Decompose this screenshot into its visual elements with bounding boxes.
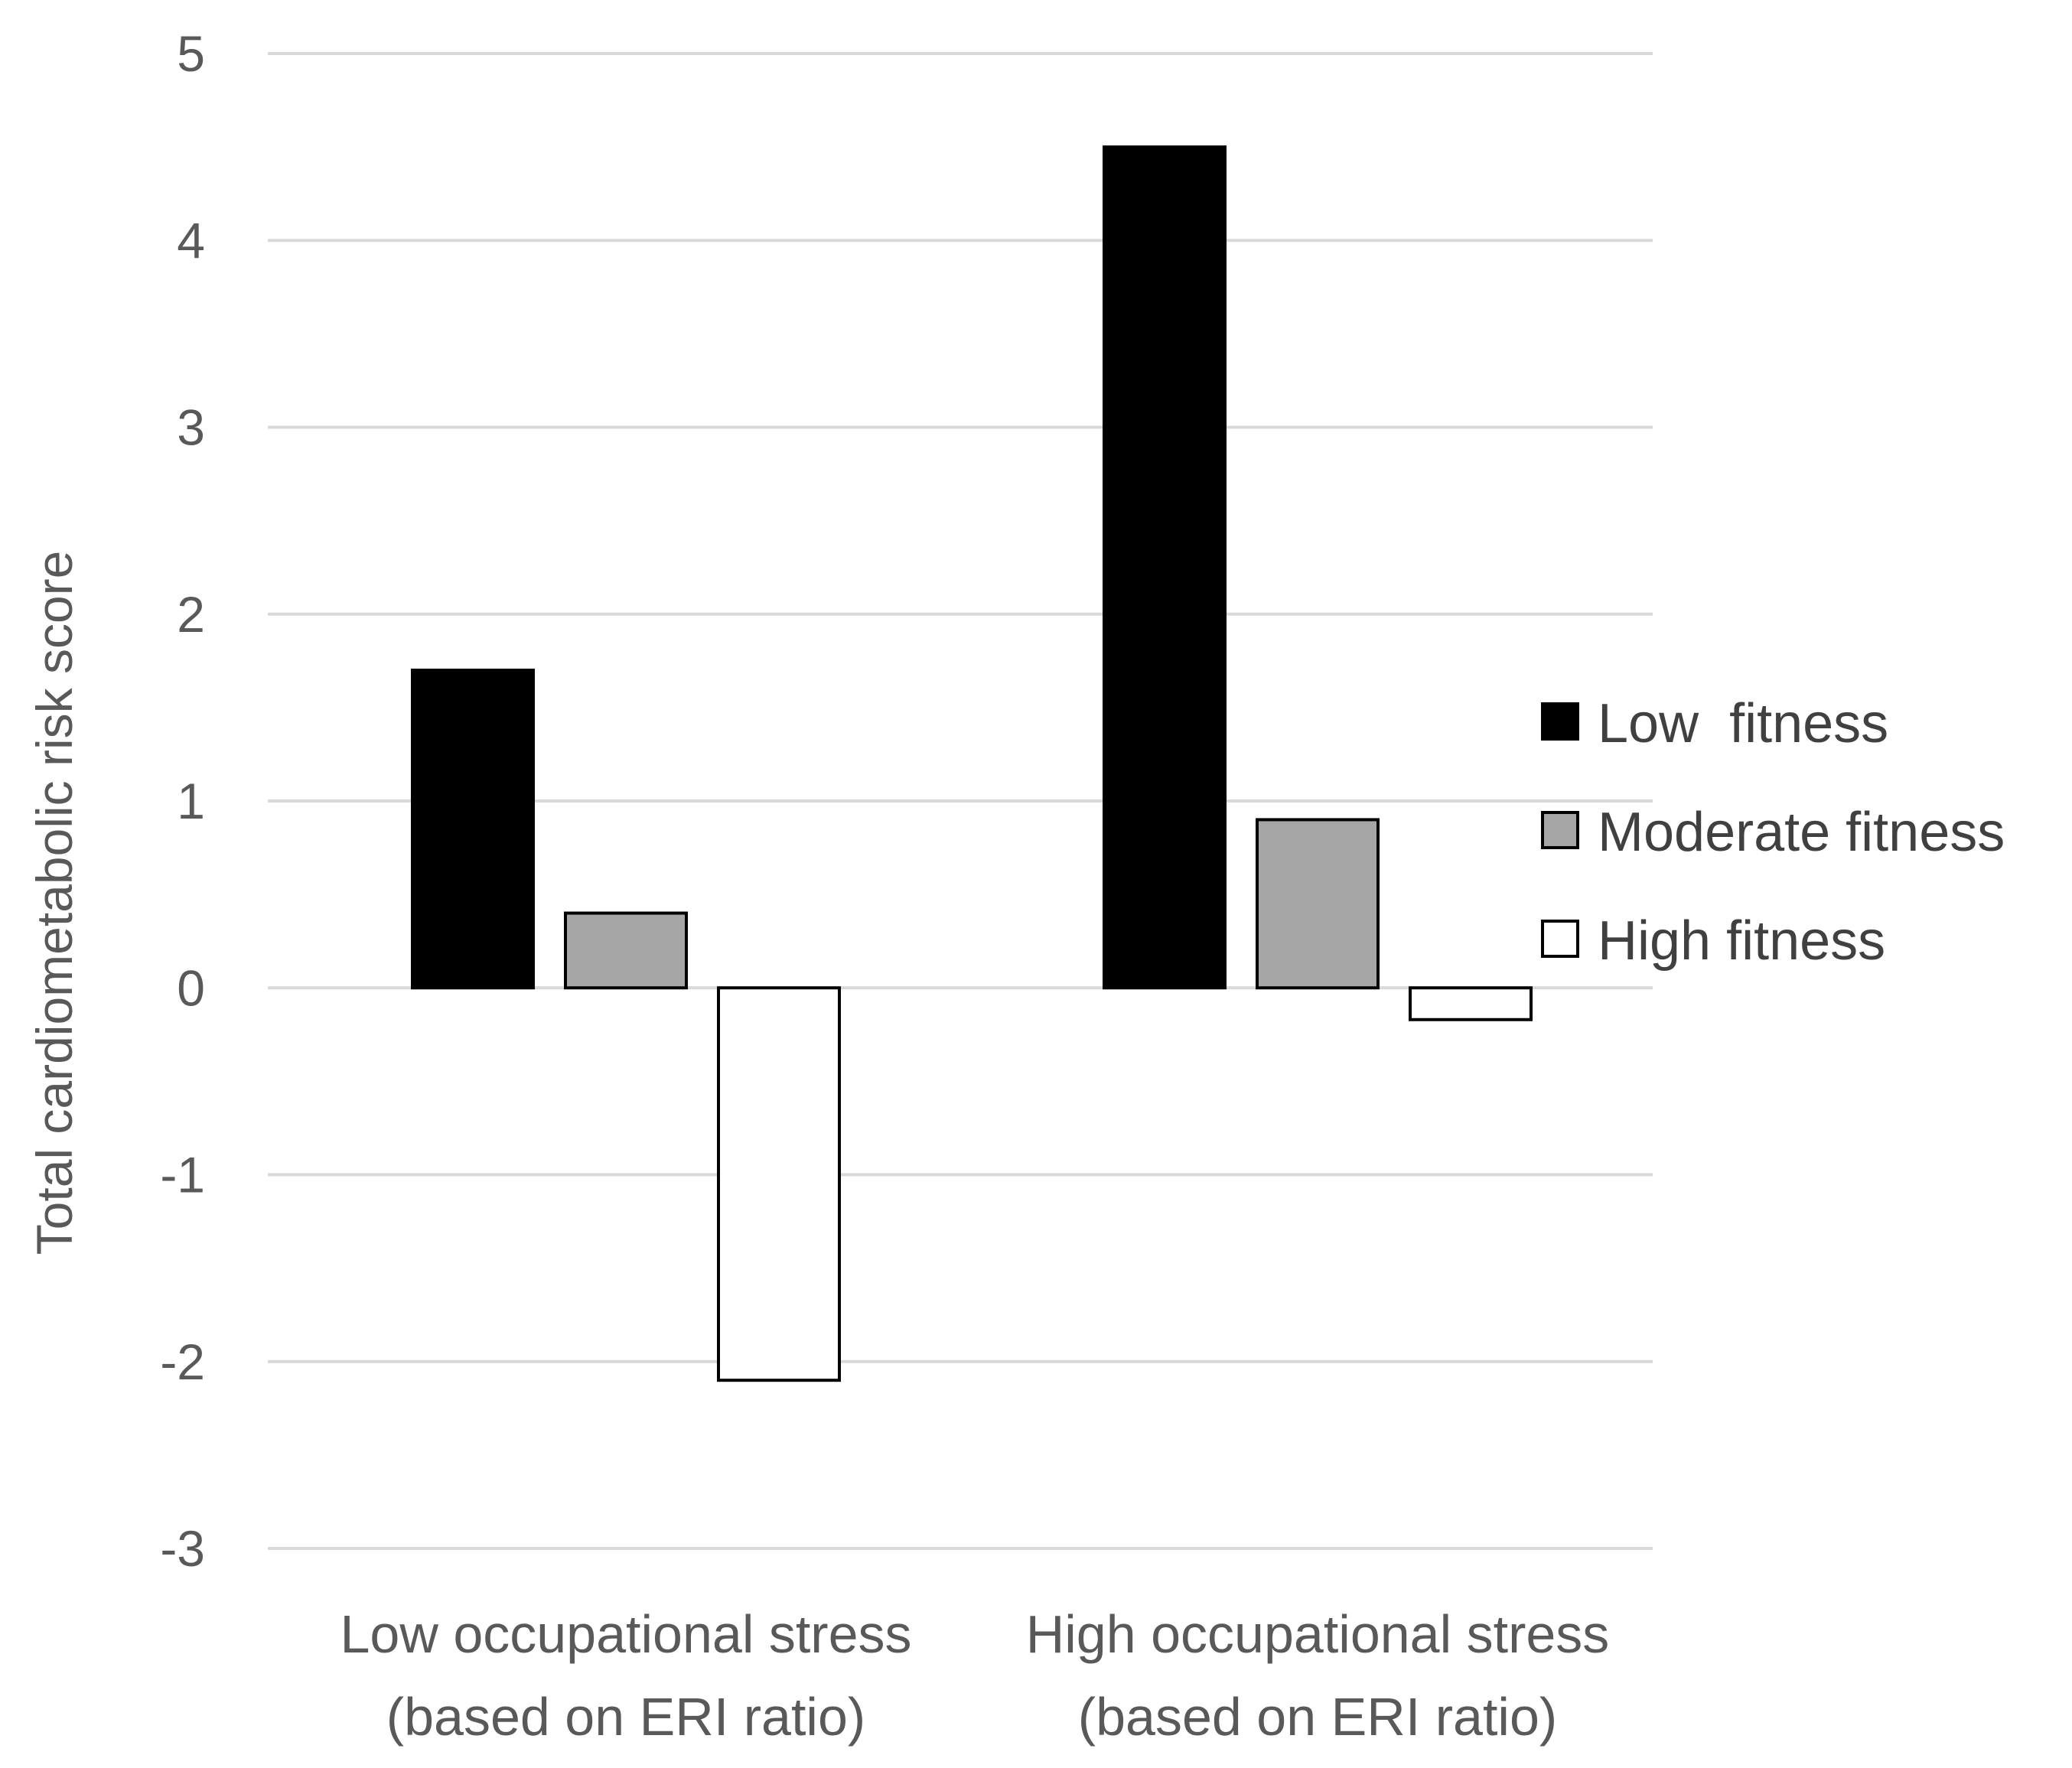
y-axis-title: Total cardiometabolic risk score bbox=[26, 551, 83, 1255]
y-tick-label: 0 bbox=[177, 959, 205, 1016]
legend-swatch bbox=[1541, 811, 1579, 849]
y-axis-ticks: 5 4 3 2 1 0 -1 -2 -3 bbox=[160, 25, 205, 1577]
bars bbox=[411, 145, 1533, 1382]
legend-label: Low fitness bbox=[1598, 693, 1888, 754]
bar-high-fitness-low-stress bbox=[717, 986, 841, 1382]
bar-high-fitness-high-stress bbox=[1409, 986, 1533, 1021]
y-tick-label: -2 bbox=[160, 1333, 205, 1390]
bar-low-fitness-low-stress bbox=[411, 669, 535, 990]
y-tick-label: 5 bbox=[177, 25, 205, 82]
x-category-label: (based on ERI ratio) bbox=[1078, 1687, 1557, 1747]
legend-label: Moderate fitness bbox=[1598, 802, 2005, 863]
x-axis-categories: Low occupational stress (based on ERI rat… bbox=[340, 1604, 1609, 1747]
y-tick-label: -1 bbox=[160, 1147, 205, 1203]
bar-low-fitness-high-stress bbox=[1103, 145, 1227, 990]
legend-label: High fitness bbox=[1598, 910, 1885, 972]
y-tick-label: 3 bbox=[177, 399, 205, 456]
bar-moderate-fitness-low-stress bbox=[564, 911, 688, 990]
legend-swatch bbox=[1541, 920, 1579, 958]
y-tick-label: 4 bbox=[177, 212, 205, 269]
y-tick-label: -3 bbox=[160, 1520, 205, 1577]
x-category-label: Low occupational stress bbox=[340, 1604, 911, 1664]
y-tick-label: 2 bbox=[177, 586, 205, 643]
bar-moderate-fitness-high-stress bbox=[1256, 818, 1380, 990]
x-category-label: (based on ERI ratio) bbox=[386, 1687, 865, 1747]
legend-swatch bbox=[1541, 702, 1579, 741]
legend: Low fitness Moderate fitness High fitness bbox=[1541, 693, 2005, 972]
y-tick-label: 1 bbox=[177, 773, 205, 829]
x-category-label: High occupational stress bbox=[1026, 1604, 1610, 1664]
